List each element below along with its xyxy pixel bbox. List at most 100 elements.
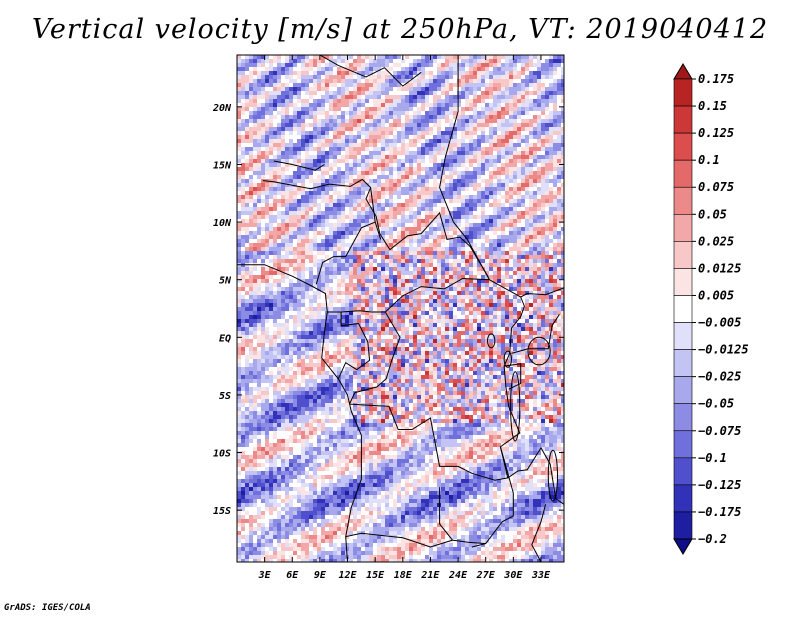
field-cell bbox=[385, 279, 389, 283]
field-cell bbox=[489, 191, 493, 195]
field-cell bbox=[341, 223, 345, 227]
field-cell bbox=[537, 219, 541, 223]
field-cell bbox=[433, 107, 437, 111]
field-cell bbox=[409, 239, 413, 243]
field-cell bbox=[517, 251, 521, 255]
field-cell bbox=[253, 191, 257, 195]
field-cell bbox=[421, 239, 425, 243]
field-cell bbox=[417, 279, 421, 283]
field-cell bbox=[485, 55, 489, 59]
field-cell bbox=[249, 287, 253, 291]
field-cell bbox=[537, 239, 541, 243]
field-cell bbox=[533, 187, 537, 191]
field-cell bbox=[237, 151, 241, 155]
field-cell bbox=[481, 119, 485, 123]
field-cell bbox=[549, 171, 553, 175]
field-cell bbox=[509, 103, 513, 107]
field-cell bbox=[369, 91, 373, 95]
field-cell bbox=[317, 287, 321, 291]
field-cell bbox=[489, 91, 493, 95]
field-cell bbox=[457, 263, 461, 267]
field-cell bbox=[417, 255, 421, 259]
field-cell bbox=[545, 263, 549, 267]
field-cell bbox=[501, 203, 505, 207]
field-cell bbox=[537, 287, 541, 291]
field-cell bbox=[441, 231, 445, 235]
field-cell bbox=[489, 99, 493, 103]
field-cell bbox=[241, 271, 245, 275]
field-cell bbox=[237, 87, 241, 91]
field-cell bbox=[321, 191, 325, 195]
field-cell bbox=[457, 87, 461, 91]
field-cell bbox=[249, 59, 253, 63]
field-cell bbox=[501, 223, 505, 227]
field-cell bbox=[549, 83, 553, 87]
field-cell bbox=[249, 211, 253, 215]
field-cell bbox=[513, 163, 517, 167]
field-cell bbox=[273, 75, 277, 79]
field-cell bbox=[413, 59, 417, 63]
field-cell bbox=[349, 139, 353, 143]
field-cell bbox=[505, 163, 509, 167]
field-cell bbox=[477, 155, 481, 159]
field-cell bbox=[321, 247, 325, 251]
field-cell bbox=[257, 91, 261, 95]
field-cell bbox=[561, 55, 564, 59]
field-cell bbox=[257, 163, 261, 167]
field-cell bbox=[421, 103, 425, 107]
field-cell bbox=[441, 187, 445, 191]
field-cell bbox=[405, 75, 409, 79]
field-cell bbox=[445, 175, 449, 179]
field-cell bbox=[501, 83, 505, 87]
field-cell bbox=[429, 115, 433, 119]
field-cell bbox=[489, 87, 493, 91]
field-cell bbox=[237, 203, 241, 207]
field-cell bbox=[281, 79, 285, 83]
field-cell bbox=[465, 103, 469, 107]
field-cell bbox=[505, 239, 509, 243]
field-cell bbox=[489, 83, 493, 87]
field-cell bbox=[281, 191, 285, 195]
field-cell bbox=[341, 267, 345, 271]
field-cell bbox=[249, 75, 253, 79]
field-cell bbox=[353, 251, 357, 255]
field-cell bbox=[361, 287, 365, 291]
field-cell bbox=[417, 187, 421, 191]
field-cell bbox=[361, 255, 365, 259]
field-cell bbox=[413, 287, 417, 291]
field-cell bbox=[509, 163, 513, 167]
field-cell bbox=[341, 195, 345, 199]
field-cell bbox=[357, 67, 361, 71]
field-cell bbox=[245, 103, 249, 107]
field-cell bbox=[369, 295, 373, 299]
field-cell bbox=[481, 287, 485, 291]
field-cell bbox=[549, 155, 553, 159]
field-cell bbox=[553, 95, 557, 99]
field-cell bbox=[261, 291, 265, 295]
field-cell bbox=[369, 119, 373, 123]
field-cell bbox=[525, 227, 529, 231]
field-cell bbox=[513, 179, 517, 183]
field-cell bbox=[505, 195, 509, 199]
field-cell bbox=[301, 215, 305, 219]
field-cell bbox=[449, 119, 453, 123]
field-cell bbox=[397, 83, 401, 87]
field-cell bbox=[521, 143, 525, 147]
field-cell bbox=[305, 243, 309, 247]
field-cell bbox=[473, 215, 477, 219]
field-cell bbox=[477, 207, 481, 211]
field-cell bbox=[501, 259, 505, 263]
field-cell bbox=[421, 203, 425, 207]
field-cell bbox=[437, 131, 441, 135]
field-cell bbox=[369, 247, 373, 251]
field-cell bbox=[381, 175, 385, 179]
field-cell bbox=[369, 223, 373, 227]
field-cell bbox=[561, 251, 564, 255]
field-cell bbox=[441, 99, 445, 103]
field-cell bbox=[485, 59, 489, 63]
field-cell bbox=[349, 247, 353, 251]
field-cell bbox=[297, 247, 301, 251]
field-cell bbox=[485, 275, 489, 279]
field-cell bbox=[289, 179, 293, 183]
field-cell bbox=[445, 275, 449, 279]
